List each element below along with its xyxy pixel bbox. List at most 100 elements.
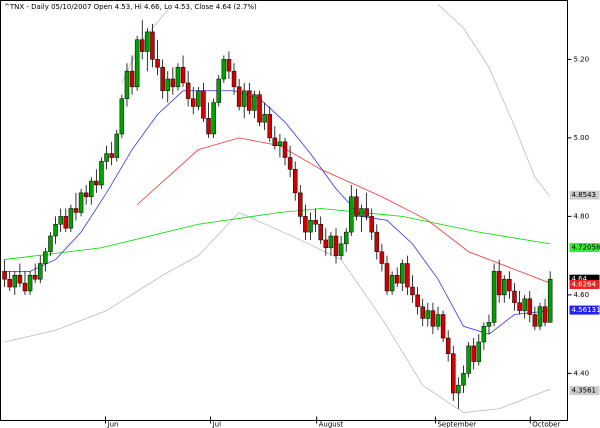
candle-body <box>104 153 109 162</box>
candle-body <box>99 161 104 186</box>
candle-body <box>496 271 502 296</box>
candle-body <box>343 231 349 245</box>
candle-body <box>83 192 89 198</box>
candle-body <box>440 314 446 339</box>
candle-body <box>27 275 33 292</box>
candle-body <box>211 102 216 135</box>
candle-body <box>140 39 145 52</box>
candle-body <box>73 208 79 213</box>
candle-body <box>226 59 232 72</box>
y-tick-label: 5.00 <box>574 134 590 142</box>
candle-body <box>481 326 487 343</box>
candle-body <box>190 98 196 107</box>
candle-body <box>298 192 303 217</box>
candle-body <box>134 39 140 88</box>
candle-body <box>456 384 461 394</box>
x-tick-label: Jul <box>212 421 222 428</box>
candle-body <box>507 278 512 292</box>
candle-body <box>394 275 400 284</box>
candle-body <box>451 353 456 394</box>
candle-body <box>22 282 28 292</box>
candle-body <box>445 337 451 355</box>
candle-body <box>542 306 548 323</box>
candle-body <box>236 86 242 107</box>
plot-frame <box>0 0 568 421</box>
candle-body <box>364 208 369 217</box>
candle-body <box>170 78 176 88</box>
candle-body <box>389 275 395 292</box>
last-value-box <box>569 280 600 290</box>
y-tick-label: 5.20 <box>574 55 590 63</box>
indicator-line <box>4 211 551 414</box>
candle-body <box>43 251 48 264</box>
candle-body <box>129 70 135 88</box>
last-value-box <box>569 243 600 253</box>
candle-body <box>175 66 181 88</box>
candle-body <box>471 345 476 362</box>
indicator-line <box>4 90 551 335</box>
candle-body <box>160 66 165 92</box>
candle-body <box>547 278 553 323</box>
candle-body <box>165 78 170 92</box>
candle-body <box>231 70 237 88</box>
candle-body <box>272 137 278 146</box>
candle-body <box>349 196 354 233</box>
candle-body <box>374 231 380 252</box>
candle-body <box>318 223 323 241</box>
candle-body <box>247 90 252 111</box>
candle-body <box>287 157 293 170</box>
candle-body <box>527 298 533 315</box>
candle-body <box>333 235 339 256</box>
candle-body <box>328 235 334 249</box>
candle-body <box>32 275 38 280</box>
candle-body <box>277 141 283 146</box>
candle-body <box>384 263 390 292</box>
candle-body <box>17 275 23 284</box>
candle-body <box>196 90 201 107</box>
candle-body <box>522 298 527 311</box>
last-value-label: 4.56131 <box>572 306 600 314</box>
candle-body <box>94 180 99 186</box>
candle-body <box>252 94 257 111</box>
candle-body <box>313 220 318 225</box>
candle-body <box>359 208 364 217</box>
y-tick-label: 4.60 <box>574 291 590 299</box>
last-value-box <box>569 274 600 284</box>
candle-body <box>267 114 272 139</box>
candle-body <box>379 251 385 264</box>
candle-body <box>400 263 405 284</box>
candle-body <box>292 169 298 194</box>
candle-body <box>216 78 221 103</box>
last-value-box <box>569 190 600 200</box>
chart-title: ^TNX - Daily 05/10/2007 Open 4.53, Hi 4.… <box>4 3 257 11</box>
candle-body <box>155 59 160 68</box>
candle-body <box>58 216 63 225</box>
candle-body <box>48 235 53 252</box>
candle-body <box>512 290 517 303</box>
candle-body <box>12 275 18 288</box>
candle-body <box>415 294 420 307</box>
candle-body <box>78 192 84 213</box>
candle-body <box>354 196 359 217</box>
x-tick-label: Jun <box>107 421 119 428</box>
indicator-line <box>136 137 551 284</box>
last-value-label: 4.72058 <box>572 244 600 252</box>
candle-body <box>124 70 130 99</box>
y-tick-label: 4.80 <box>574 212 590 220</box>
candle-body <box>502 278 507 296</box>
candle-body <box>257 94 262 123</box>
candle-body <box>109 153 114 158</box>
candle-body <box>38 263 43 280</box>
candle-body <box>241 90 247 107</box>
candle-body <box>323 239 329 249</box>
candle-body <box>435 314 441 327</box>
candle-body <box>466 345 471 374</box>
candle-body <box>425 310 431 319</box>
candle-body <box>53 223 58 237</box>
candle-body <box>517 302 522 311</box>
candle-body <box>206 118 211 135</box>
last-value-box <box>569 386 600 396</box>
candle-body <box>303 216 308 233</box>
candle-body <box>430 310 436 327</box>
